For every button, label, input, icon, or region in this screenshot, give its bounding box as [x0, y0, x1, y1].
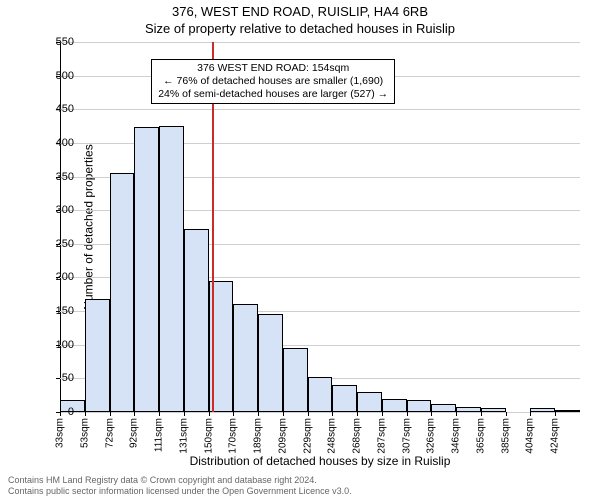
chart-title-address: 376, WEST END ROAD, RUISLIP, HA4 6RB	[0, 4, 600, 19]
histogram-bar	[555, 410, 580, 412]
y-axis-line	[60, 42, 61, 412]
histogram-bar	[456, 407, 481, 412]
histogram-bar	[481, 408, 506, 412]
x-tick-label: 287sqm	[376, 418, 387, 454]
x-tick-mark	[506, 412, 507, 416]
gridline	[60, 412, 580, 413]
x-tick-mark	[431, 412, 432, 416]
x-tick-label: 248sqm	[327, 418, 338, 454]
annotation-line-1: 376 WEST END ROAD: 154sqm	[158, 62, 388, 75]
chart-subtitle: Size of property relative to detached ho…	[0, 21, 600, 36]
x-tick-label: 131sqm	[178, 418, 189, 454]
x-tick-mark	[258, 412, 259, 416]
x-tick-label: 307sqm	[401, 418, 412, 454]
x-tick-label: 404sqm	[525, 418, 536, 454]
x-tick-mark	[481, 412, 482, 416]
histogram-bar	[184, 229, 209, 412]
y-tick-label: 300	[44, 204, 74, 216]
x-tick-mark	[184, 412, 185, 416]
gridline	[60, 109, 580, 110]
y-tick-label: 150	[44, 305, 74, 317]
footer-attribution: Contains HM Land Registry data © Crown c…	[8, 475, 352, 497]
chart-container: 376, WEST END ROAD, RUISLIP, HA4 6RB Siz…	[0, 0, 600, 500]
y-tick-label: 500	[44, 70, 74, 82]
x-tick-mark	[209, 412, 210, 416]
x-tick-mark	[357, 412, 358, 416]
y-tick-label: 450	[44, 103, 74, 115]
y-tick-label: 400	[44, 137, 74, 149]
x-tick-label: 385sqm	[500, 418, 511, 454]
x-tick-mark	[159, 412, 160, 416]
x-tick-label: 111sqm	[154, 418, 165, 452]
x-tick-mark	[283, 412, 284, 416]
histogram-bar	[308, 377, 333, 412]
x-tick-mark	[332, 412, 333, 416]
x-tick-label: 346sqm	[451, 418, 462, 454]
histogram-bar	[283, 348, 308, 412]
x-tick-label: 92sqm	[129, 418, 140, 448]
x-tick-mark	[233, 412, 234, 416]
histogram-bar	[357, 392, 382, 412]
annotation-line-3: 24% of semi-detached houses are larger (…	[158, 88, 388, 101]
x-tick-label: 33sqm	[55, 418, 66, 448]
histogram-bar	[258, 314, 283, 412]
plot-area: 376 WEST END ROAD: 154sqm← 76% of detach…	[60, 42, 580, 412]
histogram-bar	[431, 404, 456, 412]
x-tick-label: 229sqm	[302, 418, 313, 454]
x-tick-label: 326sqm	[426, 418, 437, 454]
x-tick-label: 189sqm	[253, 418, 264, 454]
x-tick-mark	[456, 412, 457, 416]
x-tick-label: 424sqm	[550, 418, 561, 454]
x-tick-label: 72sqm	[104, 418, 115, 448]
histogram-bar	[85, 299, 110, 412]
histogram-bar	[233, 304, 258, 412]
x-tick-label: 150sqm	[203, 418, 214, 454]
y-tick-label: 0	[44, 406, 74, 418]
x-tick-label: 53sqm	[79, 418, 90, 448]
y-tick-label: 100	[44, 339, 74, 351]
x-tick-mark	[382, 412, 383, 416]
y-tick-label: 200	[44, 271, 74, 283]
histogram-bar	[530, 408, 555, 412]
x-tick-mark	[555, 412, 556, 416]
histogram-bar	[159, 126, 184, 412]
x-tick-label: 170sqm	[228, 418, 239, 454]
x-tick-mark	[85, 412, 86, 416]
annotation-box: 376 WEST END ROAD: 154sqm← 76% of detach…	[151, 59, 395, 104]
y-tick-label: 250	[44, 238, 74, 250]
y-tick-label: 50	[44, 372, 74, 384]
x-tick-label: 268sqm	[352, 418, 363, 454]
footer-line-1: Contains HM Land Registry data © Crown c…	[8, 475, 352, 486]
x-tick-label: 365sqm	[475, 418, 486, 454]
histogram-bar	[332, 385, 357, 412]
x-tick-mark	[407, 412, 408, 416]
histogram-bar	[110, 173, 135, 412]
footer-line-2: Contains public sector information licen…	[8, 486, 352, 497]
y-tick-label: 550	[44, 36, 74, 48]
histogram-bar	[407, 400, 432, 412]
y-tick-label: 350	[44, 171, 74, 183]
x-tick-mark	[110, 412, 111, 416]
histogram-bar	[382, 399, 407, 412]
x-axis-label: Distribution of detached houses by size …	[60, 454, 580, 468]
annotation-line-2: ← 76% of detached houses are smaller (1,…	[158, 75, 388, 88]
x-tick-mark	[134, 412, 135, 416]
x-tick-mark	[308, 412, 309, 416]
x-tick-mark	[530, 412, 531, 416]
histogram-bar	[134, 127, 159, 412]
x-tick-label: 209sqm	[277, 418, 288, 454]
gridline	[60, 42, 580, 43]
